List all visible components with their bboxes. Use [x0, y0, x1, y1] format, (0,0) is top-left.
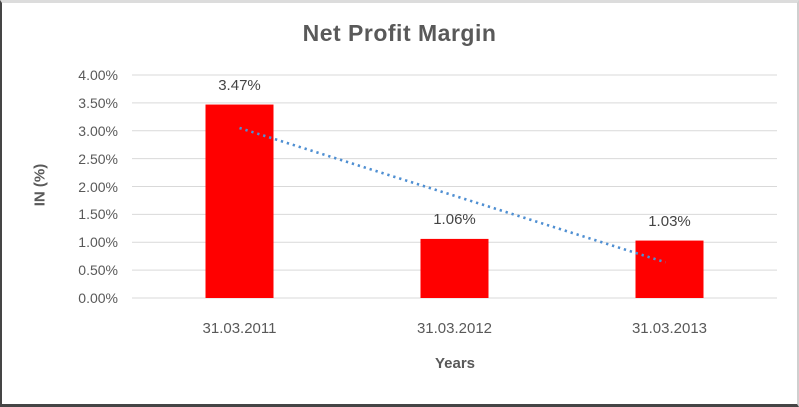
- x-category-label: 31.03.2012: [416, 320, 493, 337]
- y-tick-label: 2.50%: [78, 150, 118, 167]
- y-tick-label: 3.00%: [78, 122, 118, 139]
- bar-data-label: 1.06%: [433, 210, 476, 228]
- y-tick-label: 1.00%: [78, 234, 118, 251]
- bar-data-label: 1.03%: [648, 212, 691, 230]
- x-category-label: 31.03.2011: [202, 320, 277, 337]
- y-tick-label: 0.00%: [78, 290, 118, 306]
- x-axis-title: Years: [434, 355, 476, 372]
- bar: [205, 104, 274, 298]
- chart-title: Net Profit Margin: [302, 20, 497, 46]
- y-tick-label: 0.50%: [78, 262, 118, 279]
- bar: [420, 238, 489, 298]
- x-category-label: 31.03.2013: [631, 320, 708, 337]
- bar: [635, 240, 704, 298]
- bar-data-label: 3.47%: [218, 76, 261, 94]
- y-tick-label: 2.00%: [78, 178, 118, 195]
- trendline: [239, 126, 666, 264]
- y-tick-label: 3.50%: [78, 94, 118, 111]
- y-axis-title: IN (%): [31, 163, 49, 207]
- y-tick-label: 4.00%: [78, 67, 118, 83]
- y-tick-label: 1.50%: [78, 206, 118, 223]
